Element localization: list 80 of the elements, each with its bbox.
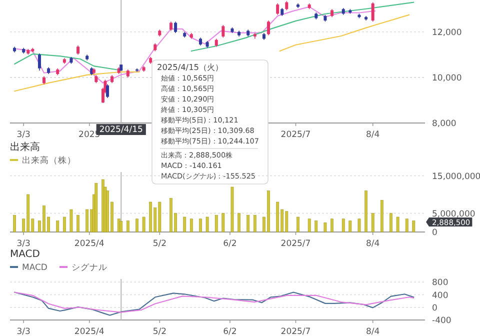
x-tick-label: 2025/4	[74, 327, 104, 336]
y-tick-label: 5,000,000	[432, 209, 476, 220]
bar	[253, 214, 256, 232]
bar	[120, 221, 123, 232]
x-tick-label: 8/4	[366, 327, 380, 336]
x-tick-label: 6/2	[223, 327, 237, 336]
bar	[214, 214, 218, 232]
bar	[296, 216, 300, 232]
x-tick-label: 2025/7	[280, 239, 311, 249]
y-tick-label: 10,000	[432, 73, 462, 84]
bar	[142, 216, 146, 232]
x-tick-label: 3/3	[16, 130, 30, 140]
bar	[371, 213, 374, 232]
x-tick-label: 3/3	[16, 239, 30, 249]
legend-label: MACD	[22, 263, 48, 273]
y-tick-label: 0	[432, 228, 438, 238]
bar	[348, 220, 352, 232]
y-tick-label: 800	[432, 278, 448, 288]
y-tick-label: -400	[432, 316, 452, 326]
legend-label: 出来高（株）	[22, 155, 76, 166]
y-tick-label: 8,000	[432, 119, 456, 129]
x-tick-label: 5/2	[152, 327, 167, 336]
bar	[117, 218, 120, 232]
bar	[56, 220, 60, 232]
x-tick-label: 2025/4	[74, 239, 104, 249]
x-tick-label: 2025/7	[280, 130, 311, 140]
candlestick	[222, 24, 225, 38]
y-tick-label: 15,000,000	[432, 172, 480, 182]
y-tick-label: 12,000	[432, 28, 462, 38]
ref-line-label: 2025/4/15	[99, 125, 143, 135]
bar	[76, 214, 80, 232]
bar	[380, 200, 384, 232]
bar	[324, 222, 327, 232]
candlestick	[267, 20, 270, 36]
bar	[308, 218, 311, 232]
bar	[126, 220, 130, 232]
bar	[314, 220, 318, 232]
x-tick-label: 8/4	[366, 239, 380, 249]
bar	[94, 183, 98, 232]
bar	[136, 218, 138, 232]
bar	[390, 213, 392, 232]
bar	[86, 209, 89, 232]
x-tick-label: 3/3	[16, 327, 30, 336]
bar	[364, 190, 368, 232]
bar	[246, 214, 250, 232]
y-tick-label: 0	[432, 303, 438, 314]
annotation: 2025/4/15（火）	[157, 62, 223, 72]
candlestick	[170, 21, 173, 32]
candlestick	[174, 21, 178, 34]
bar	[199, 218, 202, 232]
bar	[183, 216, 186, 232]
bar	[405, 218, 408, 232]
bar	[222, 213, 225, 232]
bar	[230, 186, 234, 232]
bar	[238, 213, 240, 232]
bar	[412, 220, 416, 232]
candlestick	[276, 3, 280, 16]
bar	[330, 218, 334, 232]
candlestick	[106, 84, 110, 98]
candlestick	[285, 0, 288, 11]
bar	[358, 218, 361, 232]
line-series	[16, 6, 376, 84]
candlestick	[38, 53, 41, 72]
bar	[190, 218, 193, 232]
chart-title: 出来高	[10, 141, 40, 153]
candlestick	[76, 45, 80, 56]
chart-title: MACD	[10, 249, 40, 260]
bar	[70, 209, 73, 232]
legend-label: シグナル	[71, 262, 108, 273]
x-tick-label: 6/2	[223, 239, 237, 249]
y-tick-label: 400	[432, 290, 448, 301]
x-tick-label: 5/2	[152, 239, 167, 249]
x-tick-label: 8/4	[366, 130, 380, 140]
bar	[62, 216, 66, 232]
candlestick	[371, 2, 374, 22]
bar	[342, 218, 345, 232]
bar	[13, 214, 16, 232]
bar	[206, 216, 209, 232]
bar	[396, 216, 400, 232]
x-tick-label: 2025/7	[280, 327, 311, 336]
